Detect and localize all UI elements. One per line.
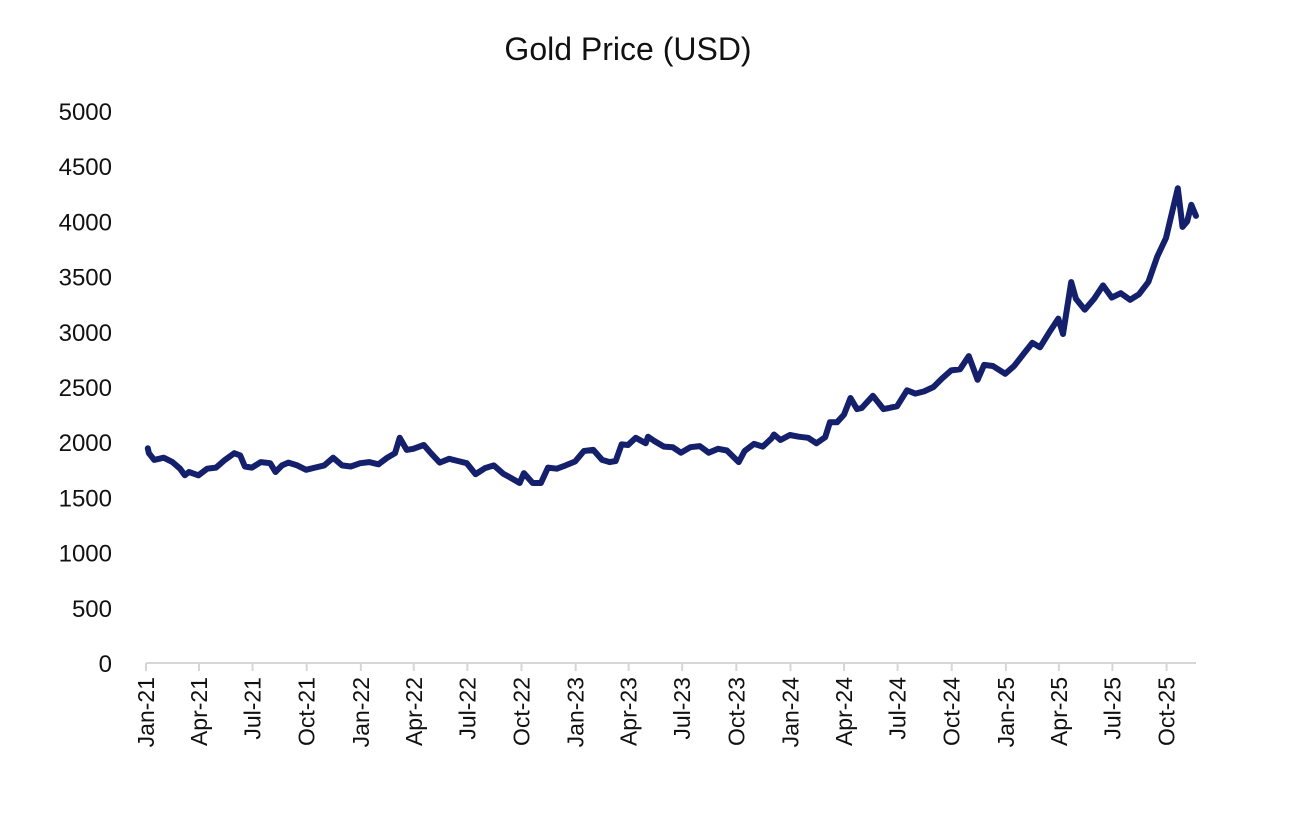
y-tick-label: 4000 [59,209,112,236]
x-tick-label: Apr-25 [1046,677,1072,746]
series-layer [144,185,1199,486]
x-tick-label: Oct-22 [509,677,535,746]
x-tick-label: Oct-25 [1154,677,1180,746]
x-tick-label: Oct-24 [939,677,965,746]
y-tick-label: 1000 [59,541,112,568]
x-tick-label: Apr-22 [401,677,427,746]
x-tick-label: Apr-21 [186,677,212,746]
x-tick-label: Apr-23 [616,677,642,746]
y-tick-label: 500 [72,596,112,623]
x-tick-label: Jan-25 [993,677,1019,747]
x-tick-label: Jul-22 [454,677,480,740]
x-tick-label: Oct-23 [723,677,749,746]
y-tick-label: 2500 [59,375,112,402]
x-tick-label: Oct-21 [294,677,320,746]
x-axis: Jan-21 Apr-21 Jul-21 Oct-21 Jan-22 Apr-22 Jul-… [133,662,1196,748]
x-tick-label: Apr-24 [831,677,857,746]
x-tick-label: Jul-25 [1099,677,1125,740]
gold-price-line [144,185,1199,486]
x-tick-label: Jul-23 [669,677,695,740]
y-tick-label: 3000 [59,320,112,347]
y-tick-label: 1500 [59,485,112,512]
x-tick-label: Jul-21 [240,677,266,740]
x-tick-label: Jul-24 [885,677,911,740]
x-tick-label: Jan-22 [348,677,374,747]
x-tick-label: Jan-24 [777,677,803,748]
y-axis: 0 500 1000 1500 2000 2500 3000 3500 4000 4500 5000 [59,99,112,678]
y-tick-label: 2000 [59,430,112,457]
y-tick-label: 4500 [59,154,112,181]
y-tick-label: 3500 [59,265,112,292]
x-tick-label: Jan-21 [133,677,159,747]
chart-title: Gold Price (USD) [504,31,751,67]
y-tick-label: 5000 [59,99,112,126]
x-tick-label: Jan-23 [563,677,589,747]
y-tick-label: 0 [99,651,112,678]
